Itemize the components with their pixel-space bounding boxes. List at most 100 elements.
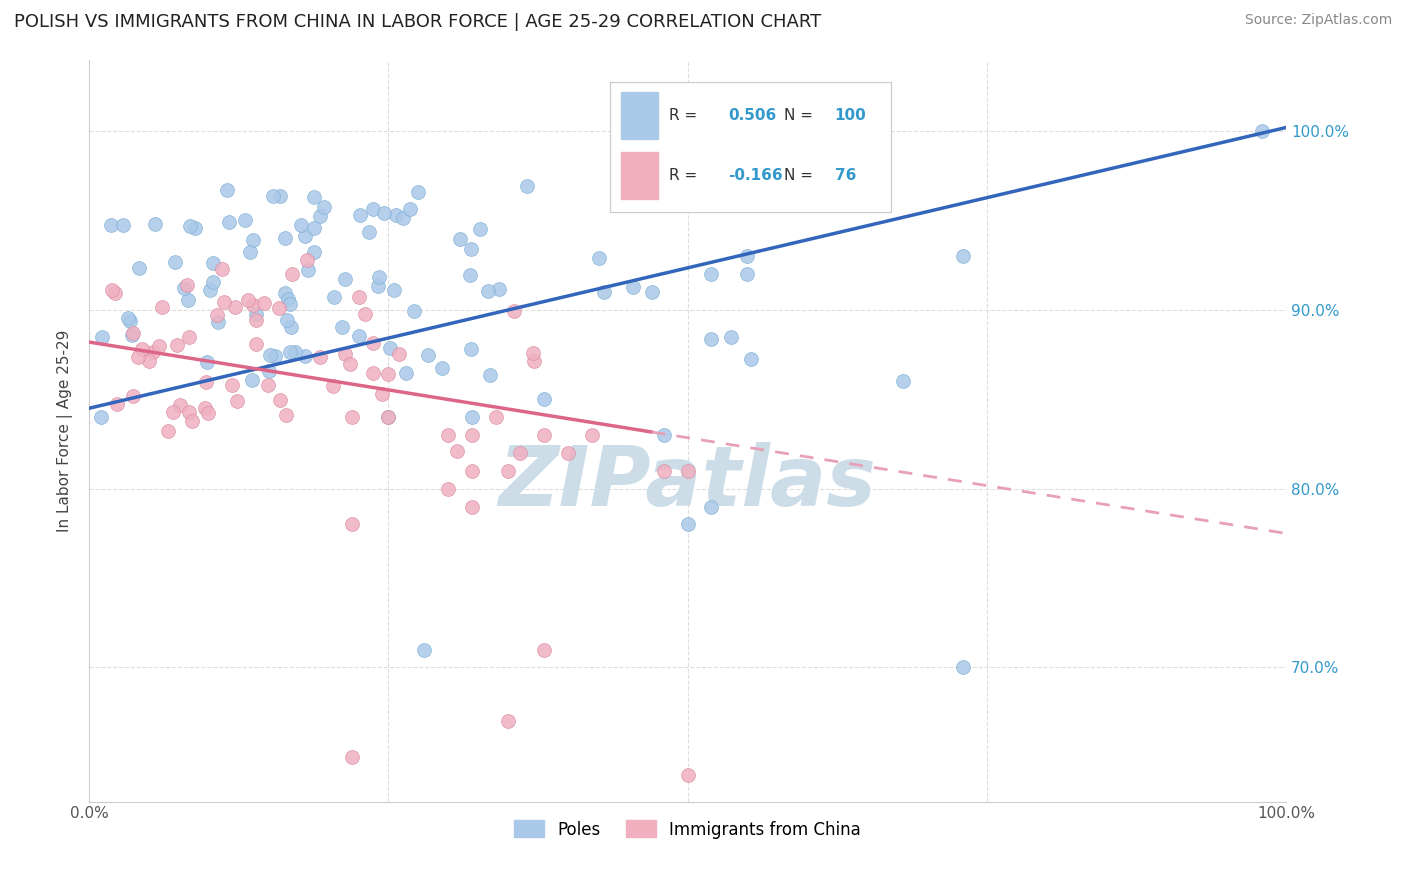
- Point: [516, 179, 538, 194]
- Point: [557, 446, 579, 460]
- Point: [221, 378, 243, 392]
- Point: [173, 281, 195, 295]
- Point: [357, 225, 380, 239]
- Point: [212, 295, 235, 310]
- Point: [274, 409, 297, 423]
- Point: [533, 428, 555, 442]
- Point: [361, 336, 384, 351]
- Point: [162, 405, 184, 419]
- Point: [284, 345, 307, 359]
- Text: POLISH VS IMMIGRANTS FROM CHINA IN LABOR FORCE | AGE 25-29 CORRELATION CHART: POLISH VS IMMIGRANTS FROM CHINA IN LABOR…: [14, 13, 821, 31]
- Point: [449, 232, 471, 246]
- Point: [652, 464, 675, 478]
- Point: [330, 320, 353, 334]
- Point: [207, 315, 229, 329]
- Point: [377, 367, 399, 381]
- Point: [276, 313, 298, 327]
- Point: [522, 346, 544, 360]
- Point: [676, 191, 699, 205]
- Point: [581, 428, 603, 442]
- Point: [202, 256, 225, 270]
- Point: [458, 268, 481, 282]
- Point: [477, 284, 499, 298]
- Point: [278, 345, 301, 359]
- Point: [323, 290, 346, 304]
- Point: [181, 414, 204, 428]
- Point: [588, 251, 610, 265]
- Point: [90, 330, 112, 344]
- Point: [218, 214, 240, 228]
- Point: [1251, 124, 1274, 138]
- Point: [127, 350, 149, 364]
- Point: [485, 410, 508, 425]
- Point: [349, 329, 371, 343]
- Legend: Poles, Immigrants from China: Poles, Immigrants from China: [508, 814, 868, 846]
- Point: [194, 375, 217, 389]
- Point: [373, 206, 395, 220]
- Point: [177, 405, 200, 419]
- Point: [503, 304, 526, 318]
- Point: [239, 244, 262, 259]
- Point: [117, 310, 139, 325]
- Point: [533, 392, 555, 407]
- Point: [339, 357, 361, 371]
- Point: [253, 296, 276, 310]
- Point: [382, 283, 405, 297]
- Point: [430, 360, 453, 375]
- Point: [277, 292, 299, 306]
- Point: [141, 344, 163, 359]
- Point: [200, 284, 222, 298]
- Point: [460, 242, 482, 256]
- Point: [179, 219, 201, 233]
- Point: [468, 222, 491, 236]
- Point: [240, 373, 263, 387]
- Point: [143, 217, 166, 231]
- Point: [177, 330, 200, 344]
- Point: [402, 304, 425, 318]
- Point: [437, 428, 460, 442]
- Point: [226, 394, 249, 409]
- Point: [304, 220, 326, 235]
- Point: [269, 301, 291, 315]
- Point: [413, 642, 436, 657]
- Point: [290, 218, 312, 232]
- Point: [700, 500, 723, 514]
- Point: [700, 333, 723, 347]
- Point: [278, 297, 301, 311]
- Point: [523, 353, 546, 368]
- Point: [496, 464, 519, 478]
- Point: [215, 183, 238, 197]
- Point: [294, 228, 316, 243]
- Point: [395, 367, 418, 381]
- Point: [148, 339, 170, 353]
- Point: [371, 387, 394, 401]
- Point: [335, 271, 357, 285]
- Point: [274, 286, 297, 301]
- Point: [737, 267, 759, 281]
- Point: [224, 300, 246, 314]
- Point: [257, 378, 280, 392]
- Point: [349, 208, 371, 222]
- Y-axis label: In Labor Force | Age 25-29: In Labor Force | Age 25-29: [58, 329, 73, 532]
- Point: [138, 353, 160, 368]
- Point: [90, 410, 112, 425]
- Point: [281, 268, 304, 282]
- Point: [257, 363, 280, 377]
- Point: [700, 267, 723, 281]
- Point: [263, 349, 285, 363]
- Point: [297, 262, 319, 277]
- Text: ZIPatlas: ZIPatlas: [499, 442, 876, 523]
- Point: [366, 278, 388, 293]
- Point: [297, 253, 319, 268]
- Point: [262, 189, 284, 203]
- Point: [177, 293, 200, 307]
- Point: [122, 389, 145, 403]
- Point: [111, 218, 134, 232]
- Point: [640, 285, 662, 299]
- Point: [259, 348, 281, 362]
- Point: [197, 406, 219, 420]
- Point: [676, 188, 699, 202]
- Point: [368, 269, 391, 284]
- Point: [621, 280, 644, 294]
- Point: [314, 200, 336, 214]
